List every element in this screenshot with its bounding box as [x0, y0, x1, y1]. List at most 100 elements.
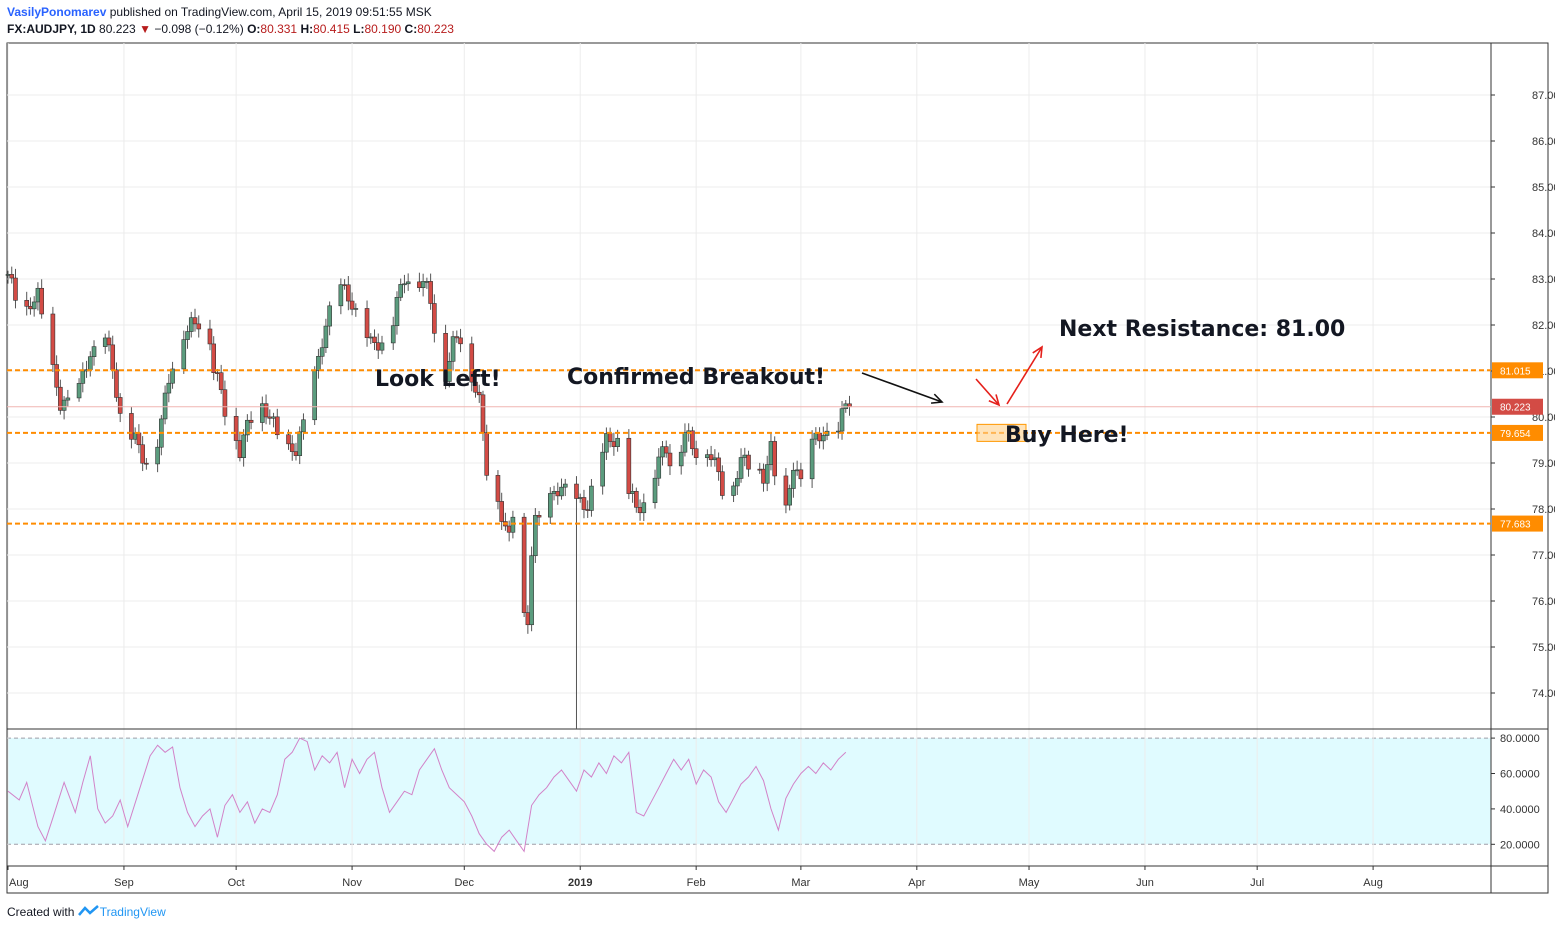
candle-body: [559, 486, 564, 497]
rsi-tick-label: 40.0000: [1500, 804, 1540, 816]
candle-body: [577, 497, 583, 499]
candle-body: [809, 438, 815, 480]
candle-body: [458, 337, 463, 345]
candle-body: [506, 525, 512, 533]
time-tick-label: Aug: [1363, 877, 1383, 889]
time-tick-label: Mar: [791, 877, 810, 889]
open-label: O:: [247, 22, 261, 36]
candle-body: [428, 281, 433, 304]
candle-body: [432, 303, 437, 334]
footer: Created with TradingView: [7, 905, 166, 920]
breakout-arrow: [861, 372, 943, 403]
candle-body: [447, 361, 452, 382]
time-tick-label: May: [1019, 877, 1040, 889]
candle-body: [129, 413, 134, 440]
price-tick-label: 75.000: [1532, 642, 1555, 654]
last-price-tag: [1492, 398, 1543, 415]
candle-body: [656, 456, 662, 479]
candles: [5, 266, 852, 729]
price-axis[interactable]: 87.000 86.000 85.000 84.000 83.000 82.000 81.0…: [1491, 90, 1555, 700]
breakout-arrow-head: [930, 393, 944, 404]
candle-body: [267, 416, 273, 419]
candle-body: [611, 441, 617, 447]
candle-body: [215, 372, 220, 374]
time-tick-label: Feb: [687, 877, 706, 889]
price-tick-label: 85.000: [1532, 182, 1555, 194]
candle-body: [761, 468, 766, 484]
candle-body: [263, 403, 269, 418]
candle-body: [353, 308, 359, 310]
chart-frame: [6, 42, 1549, 894]
candle-body: [196, 323, 202, 330]
price-tick-label: 79.000: [1532, 458, 1555, 470]
candle-body: [581, 497, 587, 510]
candle-body: [663, 446, 669, 454]
price-chart[interactable]: 87.000 86.000 85.000 84.000 83.000 82.000 81.0…: [0, 0, 1555, 900]
candle-body: [110, 344, 116, 371]
candle-body: [716, 457, 721, 473]
candle-body: [65, 397, 71, 401]
price-tick-label: 74.000: [1532, 688, 1555, 700]
candle-body: [667, 452, 673, 467]
tradingview-logo-icon[interactable]: [77, 905, 100, 920]
rsi-band: [8, 738, 1491, 845]
time-tick-label: Jun: [1136, 877, 1154, 889]
candle-body: [731, 485, 736, 496]
candle-body: [9, 274, 15, 279]
candle-body: [720, 471, 725, 496]
candle-body: [80, 370, 86, 384]
candle-body: [61, 399, 67, 411]
candle-body: [551, 491, 557, 494]
publish-text: published on TradingView.com, April 15, …: [109, 5, 432, 19]
candle-body: [379, 342, 385, 351]
candle-body: [454, 336, 460, 339]
candle-body: [484, 432, 490, 476]
candle-body: [634, 491, 639, 508]
candle-body: [297, 431, 303, 456]
candle-body: [162, 392, 168, 420]
candle-body: [705, 454, 710, 459]
time-axis[interactable]: Aug Sep Oct Nov Dec 2019 Feb Mar Apr May Jun Jul Aug: [7, 866, 1383, 889]
candle-body: [417, 281, 422, 288]
candle-body: [420, 281, 426, 288]
publish-info: VasilyPonomarev published on TradingView…: [7, 5, 432, 19]
candle-body: [192, 317, 198, 325]
candle-body: [50, 313, 56, 365]
candle-body: [405, 281, 411, 285]
candle-body: [734, 478, 740, 487]
annotation-confirmed-breakout: Confirmed Breakout!: [567, 365, 825, 390]
candle-body: [660, 446, 665, 458]
price-tick-label: 82.000: [1532, 320, 1555, 332]
candle-body: [28, 305, 33, 310]
candle-body: [271, 416, 276, 419]
author-link[interactable]: VasilyPonomarev: [7, 5, 107, 19]
annotation-arrows: [861, 345, 1043, 407]
tradingview-brand[interactable]: TradingView: [99, 905, 166, 919]
candle-body: [248, 419, 254, 423]
annotation-buy-here: Buy Here!: [1005, 423, 1129, 448]
candle-body: [402, 283, 407, 286]
candle-body: [76, 383, 82, 399]
candle-body: [772, 441, 778, 477]
candle-body: [757, 468, 763, 471]
candle-body: [690, 430, 695, 450]
price-tick-label: 87.000: [1532, 90, 1555, 102]
candle-body: [364, 308, 370, 338]
annotation-look-left: Look Left!: [375, 367, 501, 392]
candle-body: [155, 446, 160, 465]
candle-body: [166, 382, 172, 394]
candle-body: [835, 430, 841, 433]
candle-body: [102, 337, 108, 347]
candle-body: [342, 284, 347, 286]
candle-body: [536, 515, 542, 518]
time-tick-label: Oct: [228, 877, 245, 889]
candle-body: [286, 434, 291, 445]
candle-body: [443, 333, 448, 382]
price-tick-label: 86.000: [1532, 136, 1555, 148]
price-tick-label: 77.000: [1532, 550, 1555, 562]
candle-body: [368, 336, 374, 339]
support-resistance-levels: 81.015 79.654 77.683 80.223: [7, 362, 1543, 532]
candle-body: [839, 408, 845, 432]
candle-body: [106, 337, 112, 346]
candle-body: [327, 305, 332, 327]
